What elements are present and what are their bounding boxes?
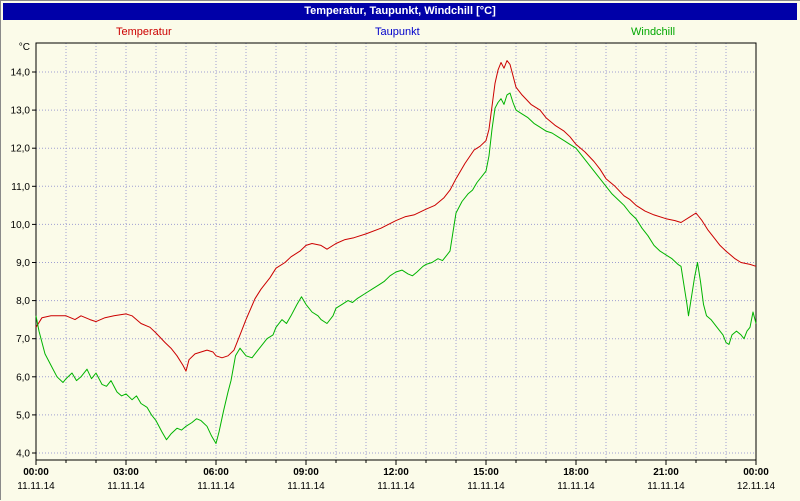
y-axis-label: 6,0: [16, 372, 30, 383]
y-axis-label: 12,0: [11, 144, 31, 155]
y-axis-label: 10,0: [11, 220, 31, 231]
x-axis-date-label: 11.11.14: [647, 481, 685, 492]
x-axis-time-label: 00:00: [23, 467, 49, 478]
legend-item-windchill: Windchill: [631, 26, 676, 38]
legend-item-temperatur: Temperatur: [116, 26, 172, 38]
series-line-windchill: [35, 92, 757, 444]
legend: Temperatur Taupunkt Windchill: [1, 26, 799, 40]
x-axis-date-label: 11.11.14: [377, 481, 415, 492]
x-axis-time-label: 18:00: [563, 467, 589, 478]
y-axis-label: 5,0: [16, 410, 30, 421]
chart-title: Temperatur, Taupunkt, Windchill [°C]: [304, 5, 496, 17]
y-axis-label: 7,0: [16, 334, 30, 345]
x-axis-time-label: 06:00: [203, 467, 229, 478]
x-axis-time-label: 03:00: [113, 467, 139, 478]
x-axis-time-label: 09:00: [293, 467, 319, 478]
x-axis-date-label: 11.11.14: [467, 481, 505, 492]
x-axis-date-label: 11.11.14: [287, 481, 325, 492]
x-axis-time-label: 15:00: [473, 467, 499, 478]
x-axis-date-label: 11.11.14: [197, 481, 235, 492]
x-axis-date-label: 11.11.14: [107, 481, 145, 492]
x-axis-time-label: 00:00: [743, 467, 769, 478]
series-line-temperatur: [35, 60, 757, 372]
y-axis-label: 13,0: [11, 106, 31, 117]
y-axis-label: 4,0: [16, 449, 30, 460]
legend-item-taupunkt: Taupunkt: [375, 26, 420, 38]
x-axis-date-label: 11.11.14: [557, 481, 595, 492]
y-axis-label: 11,0: [11, 182, 30, 193]
y-axis-label: 8,0: [16, 296, 30, 307]
x-axis-date-label: 11.11.14: [17, 481, 55, 492]
x-axis-time-label: 12:00: [383, 467, 409, 478]
title-bar: Temperatur, Taupunkt, Windchill [°C]: [3, 3, 797, 20]
y-axis-label: 14,0: [11, 68, 31, 79]
x-axis-time-label: 21:00: [653, 467, 679, 478]
y-axis-label: 9,0: [16, 258, 30, 269]
y-axis-unit: °C: [19, 42, 30, 53]
x-axis-date-label: 12.11.14: [737, 481, 776, 492]
